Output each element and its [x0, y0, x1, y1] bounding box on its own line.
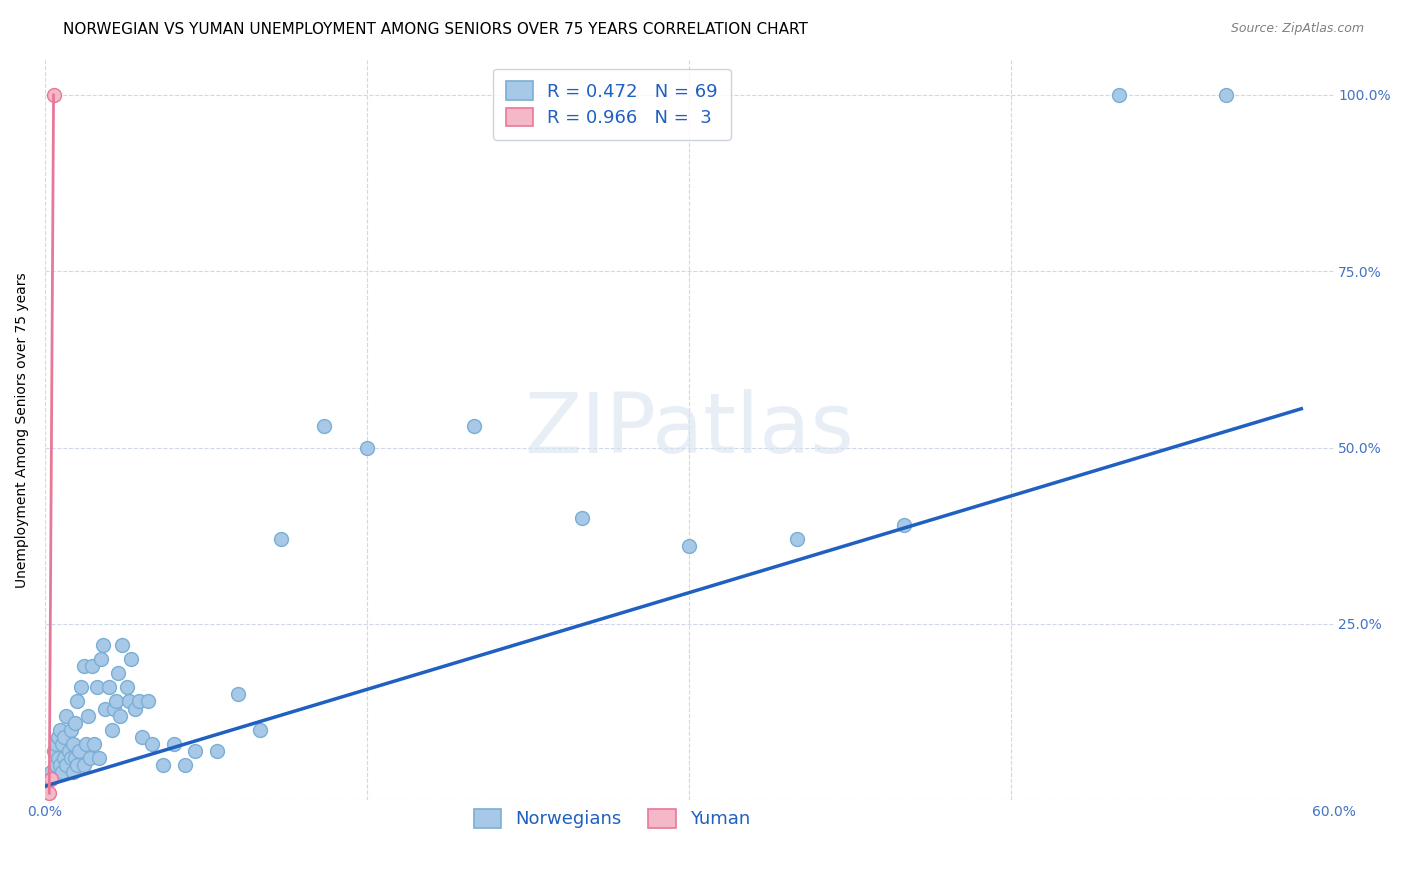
Point — [173, 758, 195, 772]
Point — [893, 518, 915, 533]
Point — [108, 708, 131, 723]
Point — [66, 694, 89, 708]
Point — [100, 723, 122, 737]
Y-axis label: Unemployment Among Seniors over 75 years: Unemployment Among Seniors over 75 years — [15, 272, 30, 588]
Point — [356, 441, 378, 455]
Point — [141, 737, 163, 751]
Point — [91, 638, 114, 652]
Point — [571, 511, 593, 525]
Point — [103, 701, 125, 715]
Text: Source: ZipAtlas.com: Source: ZipAtlas.com — [1230, 22, 1364, 36]
Point — [42, 744, 65, 758]
Point — [75, 737, 97, 751]
Text: ZIPatlas: ZIPatlas — [524, 390, 855, 470]
Point — [55, 708, 77, 723]
Point — [115, 681, 138, 695]
Point — [53, 751, 76, 765]
Point — [49, 723, 72, 737]
Point — [205, 744, 228, 758]
Point — [786, 533, 808, 547]
Point — [46, 730, 69, 744]
Point — [46, 751, 69, 765]
Point — [226, 687, 249, 701]
Point — [124, 701, 146, 715]
Point — [72, 659, 94, 673]
Point — [55, 758, 77, 772]
Point — [53, 730, 76, 744]
Point — [249, 723, 271, 737]
Point — [314, 419, 336, 434]
Point — [72, 758, 94, 772]
Text: NORWEGIAN VS YUMAN UNEMPLOYMENT AMONG SENIORS OVER 75 YEARS CORRELATION CHART: NORWEGIAN VS YUMAN UNEMPLOYMENT AMONG SE… — [63, 22, 808, 37]
Point — [107, 666, 129, 681]
Point — [70, 681, 93, 695]
Point — [67, 744, 90, 758]
Point — [62, 737, 84, 751]
Legend: Norwegians, Yuman: Norwegians, Yuman — [467, 802, 758, 836]
Point — [45, 758, 67, 772]
Point — [90, 652, 112, 666]
Point — [98, 681, 121, 695]
Point — [82, 659, 104, 673]
Point — [111, 638, 134, 652]
Point — [41, 772, 63, 786]
Point — [83, 737, 105, 751]
Point — [51, 764, 73, 779]
Point — [131, 730, 153, 744]
Point — [128, 694, 150, 708]
Point — [66, 758, 89, 772]
Point — [136, 694, 159, 708]
Point — [152, 758, 174, 772]
Point — [38, 786, 60, 800]
Point — [86, 681, 108, 695]
Point — [163, 737, 186, 751]
Point — [62, 764, 84, 779]
Point — [463, 419, 485, 434]
Point — [49, 758, 72, 772]
Point — [79, 751, 101, 765]
Point — [87, 751, 110, 765]
Point — [1108, 87, 1130, 102]
Point — [77, 708, 100, 723]
Point — [63, 715, 86, 730]
Point — [94, 701, 117, 715]
Point — [63, 751, 86, 765]
Point — [59, 751, 82, 765]
Point — [184, 744, 207, 758]
Point — [1215, 87, 1237, 102]
Point — [41, 764, 63, 779]
Point — [45, 737, 67, 751]
Point — [104, 694, 127, 708]
Point — [270, 533, 292, 547]
Point — [59, 723, 82, 737]
Point — [51, 737, 73, 751]
Point — [58, 744, 80, 758]
Point — [678, 539, 700, 553]
Point — [42, 87, 65, 102]
Point — [118, 694, 141, 708]
Point — [120, 652, 142, 666]
